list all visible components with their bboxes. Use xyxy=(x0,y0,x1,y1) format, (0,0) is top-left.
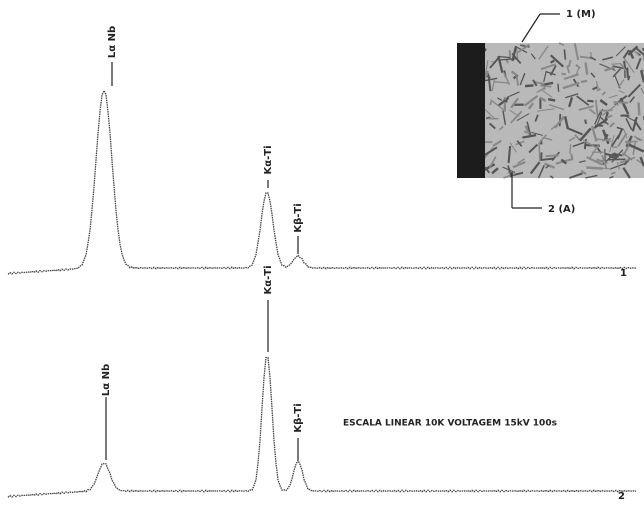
texture-stroke xyxy=(587,101,593,102)
texture-stroke xyxy=(525,85,533,86)
texture-stroke xyxy=(490,101,491,105)
texture-stroke xyxy=(545,155,558,156)
texture-stroke xyxy=(639,102,640,115)
texture-stroke xyxy=(539,144,540,161)
micrograph xyxy=(457,43,644,178)
peak-label: Kβ-Ti xyxy=(293,403,304,432)
texture-stroke xyxy=(503,100,507,101)
texture-stroke xyxy=(561,74,566,75)
texture-stroke xyxy=(627,68,628,78)
peak-label: Kβ-Ti xyxy=(293,203,304,232)
figure: 1 (M) 2 (A) Lα Nb Kα-Ti Kβ-Ti 1 Lα Nb Kα… xyxy=(0,0,644,506)
texture-stroke xyxy=(628,76,629,80)
inset-label: 1 (M) xyxy=(566,9,596,20)
spectrum-label: 1 xyxy=(620,268,627,279)
texture-stroke xyxy=(586,62,588,74)
texture-stroke xyxy=(612,147,618,148)
texture-stroke xyxy=(599,110,612,111)
texture-stroke xyxy=(564,49,565,59)
inset-label: 2 (A) xyxy=(548,204,575,215)
texture-stroke xyxy=(558,84,559,92)
caption: ESCALA LINEAR 10K VOLTAGEM 15kV 100s xyxy=(343,419,557,429)
peak-label: Kα-Ti xyxy=(263,145,274,174)
spectrum-label: 2 xyxy=(618,491,625,502)
peak-label: Lα Nb xyxy=(107,26,118,58)
texture-stroke xyxy=(591,52,592,57)
texture-stroke xyxy=(581,81,587,82)
texture-stroke xyxy=(585,120,586,124)
texture-stroke xyxy=(570,144,571,153)
texture-stroke xyxy=(611,64,621,65)
micrograph-layer xyxy=(457,43,485,178)
texture-stroke xyxy=(614,102,629,103)
texture-stroke xyxy=(540,86,551,87)
peak-label: Kα-Ti xyxy=(263,265,274,294)
texture-stroke xyxy=(548,99,555,100)
peak-label: Lα Nb xyxy=(101,364,112,396)
